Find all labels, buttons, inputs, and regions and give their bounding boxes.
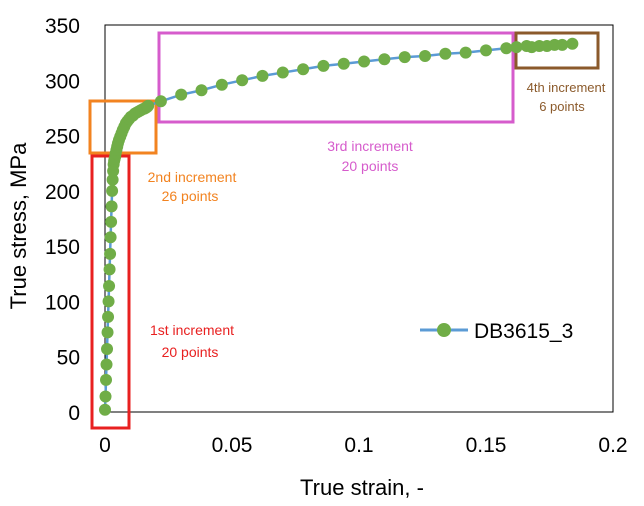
data-point [100, 358, 113, 371]
data-point [358, 55, 371, 68]
data-point [102, 310, 115, 323]
data-point [398, 51, 411, 64]
data-point [317, 59, 330, 72]
data-point [297, 63, 310, 76]
data-point [276, 66, 289, 79]
data-point [101, 342, 114, 355]
data-point [256, 69, 269, 82]
annotation-3-line1: 3rd increment [327, 138, 413, 154]
data-point [103, 279, 116, 292]
annotation-2-line2: 26 points [162, 188, 219, 204]
increment-3-box [157, 31, 515, 124]
data-point [104, 247, 117, 260]
data-point [102, 295, 115, 308]
annotation-3-line2: 20 points [342, 158, 399, 174]
plot-area [104, 24, 614, 413]
legend-label: DB3615_3 [474, 320, 573, 343]
annotation-2-line1: 2nd increment [148, 169, 237, 185]
data-point [142, 99, 155, 112]
y-tick-label: 150 [45, 236, 80, 259]
legend-marker [437, 323, 451, 337]
increment-2-box [88, 99, 158, 155]
data-point [175, 88, 188, 101]
data-point [101, 326, 114, 339]
data-point [215, 78, 228, 91]
data-point [459, 46, 472, 59]
increment-1-box [90, 154, 131, 430]
annotation-4-line2: 6 points [539, 99, 585, 114]
annotation-4-line1: 4th increment [527, 80, 606, 95]
data-point [105, 215, 118, 228]
x-tick-label: 0.15 [466, 434, 507, 457]
data-point [566, 37, 579, 50]
legend: DB3615_3 [420, 320, 573, 343]
x-tick-label: 0.2 [598, 434, 627, 457]
y-axis-label: True stress, MPa [6, 142, 31, 309]
annotation-1-line2: 20 points [162, 344, 219, 360]
x-tick-label: 0 [99, 434, 111, 457]
data-point [500, 42, 513, 55]
data-point [556, 38, 569, 51]
x-tick-label: 0.05 [212, 434, 253, 457]
data-point [154, 95, 167, 108]
data-point [510, 41, 523, 54]
data-point [105, 200, 118, 213]
y-tick-label: 100 [45, 291, 80, 314]
data-point [337, 57, 350, 70]
data-point [99, 403, 111, 416]
data-point [378, 53, 391, 66]
annotation-1-line1: 1st increment [150, 322, 234, 338]
data-point [480, 44, 492, 57]
data-point [106, 184, 119, 197]
data-point [99, 390, 112, 403]
y-tick-label: 250 [45, 126, 80, 149]
x-axis-label: True strain, - [300, 475, 424, 500]
data-point [195, 84, 208, 97]
y-tick-label: 200 [45, 181, 80, 204]
y-tick-label: 350 [45, 15, 80, 38]
y-tick-label: 50 [57, 347, 80, 370]
data-point [104, 231, 117, 244]
x-tick-label: 0.1 [344, 434, 373, 457]
series-points-db3615-3 [99, 37, 579, 416]
data-point [103, 263, 116, 276]
data-point [439, 47, 452, 60]
y-axis-ticks: 0 50 100 150 200 250 300 350 [45, 15, 80, 425]
x-axis-ticks: 0 0.05 0.1 0.15 0.2 [99, 434, 627, 457]
data-point [106, 173, 119, 186]
y-tick-label: 300 [45, 70, 80, 93]
y-tick-label: 0 [68, 402, 80, 425]
data-point [100, 373, 113, 386]
data-point [236, 74, 249, 87]
data-point [419, 49, 432, 62]
